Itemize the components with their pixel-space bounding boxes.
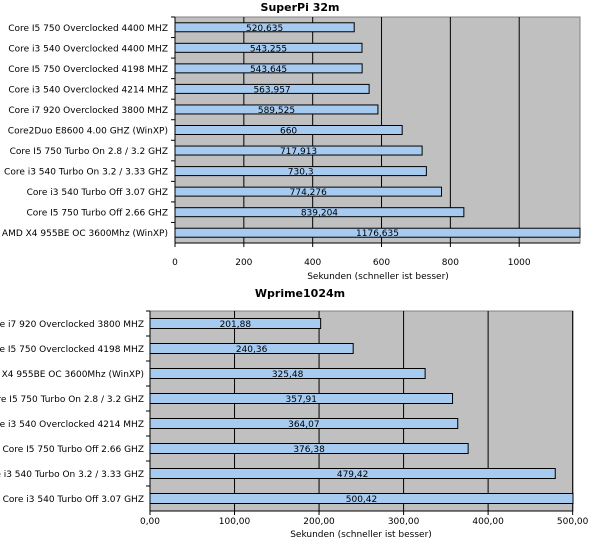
superpi-bar-value-label: 774,276 xyxy=(290,188,327,198)
wprime-tick-label: 400,00 xyxy=(472,517,504,527)
superpi-tick-label: 400 xyxy=(304,258,321,268)
wprime-bar-value-label: 325,48 xyxy=(272,370,304,380)
wprime-bar-value-label: 376,38 xyxy=(293,445,325,455)
wprime-tick-label: 500,00 xyxy=(557,517,589,527)
superpi-chart: SuperPi 32m 520,635 543,255 543,645 563,957… xyxy=(2,1,581,282)
superpi-bar-value-label: 520,635 xyxy=(246,24,283,34)
wprime-bar-value-label: 240,36 xyxy=(236,345,268,355)
superpi-category-label: Core I5 750 Overclocked 4198 MHZ xyxy=(8,65,168,75)
superpi-x-ticks: 0 200 400 600 800 1000 xyxy=(172,17,580,268)
superpi-x-axis-label: Sekunden (schneller ist besser) xyxy=(307,272,449,282)
wprime-bar-value-label: 201,88 xyxy=(220,320,252,330)
superpi-category-label: AMD X4 955BE OC 3600Mhz (WinXP) xyxy=(2,229,168,239)
wprime-category-label: Core I5 750 Overclocked 4198 MHZ xyxy=(0,345,144,355)
superpi-bar-value-label: 543,255 xyxy=(250,44,287,54)
superpi-category-label: Core I5 750 Turbo Off 2.66 GHZ xyxy=(26,209,168,219)
superpi-category-label: Core I5 750 Overclocked 4400 MHZ xyxy=(8,24,168,34)
superpi-tick-label: 1000 xyxy=(508,258,531,268)
wprime-bar-value-label: 364,07 xyxy=(288,420,320,430)
superpi-category-label: Core2Duo E8600 4.00 GHZ (WinXP) xyxy=(8,127,168,137)
superpi-bar-value-label: 839,204 xyxy=(301,209,338,219)
superpi-bars: 520,635 543,255 543,645 563,957 589,525 660 71… xyxy=(174,22,581,239)
superpi-bar-value-label: 563,957 xyxy=(253,85,290,95)
superpi-bar-value-label: 1176,635 xyxy=(356,229,399,239)
wprime-chart: Wprime1024m 201,88 240,36 325,48 357,91 364,… xyxy=(0,287,589,540)
wprime-bar-value-label: 357,91 xyxy=(286,395,318,405)
superpi-tick-label: 800 xyxy=(442,258,459,268)
wprime-category-labels: Core i7 920 Overclocked 3800 MHZ Core I5 … xyxy=(0,310,150,505)
superpi-category-label: Core i3 540 Overclocked 4400 MHZ xyxy=(8,44,168,54)
superpi-category-labels: Core I5 750 Overclocked 4400 MHZ Core i3 … xyxy=(2,16,175,239)
superpi-category-label: Core I5 750 Turbo On 2.8 / 3.2 GHZ xyxy=(10,147,168,157)
wprime-category-label: Core I5 750 Turbo Off 2.66 GHZ xyxy=(2,445,144,455)
wprime-category-label: Core i3 540 Turbo On 3.2 / 3.33 GHZ xyxy=(0,470,144,480)
superpi-category-label: Core i3 540 Turbo On 3.2 / 3.33 GHZ xyxy=(4,168,168,178)
superpi-category-label: Core i3 540 Turbo Off 3.07 GHZ xyxy=(27,188,168,198)
wprime-category-label: AMD X4 955BE OC 3600Mhz (WinXP) xyxy=(0,370,144,380)
wprime-x-axis-label: Sekunden (schneller ist besser) xyxy=(290,530,432,540)
wprime-tick-label: 100,00 xyxy=(219,517,251,527)
wprime-bars: 201,88 240,36 325,48 357,91 364,07 376,38 479,… xyxy=(149,318,574,505)
superpi-category-label: Core i3 540 Overclocked 4214 MHZ xyxy=(8,85,168,95)
superpi-tick-label: 600 xyxy=(373,258,390,268)
superpi-bar-value-label: 717,913 xyxy=(280,147,317,157)
wprime-category-label: Core i3 540 Turbo Off 3.07 GHZ xyxy=(3,495,144,505)
superpi-tick-label: 200 xyxy=(235,258,252,268)
superpi-tick-label: 0 xyxy=(172,258,178,268)
wprime-tick-label: 200,00 xyxy=(303,517,335,527)
superpi-bar-value-label: 730,3 xyxy=(288,168,314,178)
wprime-tick-label: 300,00 xyxy=(388,517,420,527)
wprime-tick-label: 0,00 xyxy=(140,517,160,527)
wprime-title: Wprime1024m xyxy=(255,287,345,300)
wprime-plot-area xyxy=(149,310,574,512)
superpi-category-label: Core i7 920 Overclocked 3800 MHZ xyxy=(8,106,168,116)
wprime-category-label: Core i3 540 Overclocked 4214 MHZ xyxy=(0,420,144,430)
wprime-category-label: Core i7 920 Overclocked 3800 MHZ xyxy=(0,320,144,330)
wprime-bar-value-label: 500,42 xyxy=(346,495,378,505)
superpi-bar-value-label: 589,525 xyxy=(258,106,295,116)
superpi-title: SuperPi 32m xyxy=(261,1,340,14)
wprime-x-ticks: 0,00 100,00 200,00 300,00 400,00 500,00 xyxy=(140,311,589,527)
superpi-bar-value-label: 543,645 xyxy=(250,65,287,75)
wprime-bar-value-label: 479,42 xyxy=(337,470,369,480)
superpi-bar-value-label: 660 xyxy=(280,127,297,137)
wprime-category-label: Core I5 750 Turbo On 2.8 / 3.2 GHZ xyxy=(0,395,144,405)
